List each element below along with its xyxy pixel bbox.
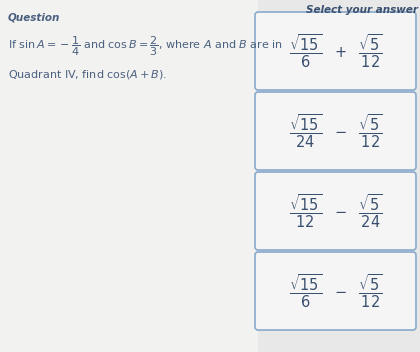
- FancyBboxPatch shape: [255, 92, 416, 170]
- FancyBboxPatch shape: [0, 0, 258, 352]
- Text: $\dfrac{\sqrt{15}}{12}\ \ -\ \ \dfrac{\sqrt{5}}{24}$: $\dfrac{\sqrt{15}}{12}\ \ -\ \ \dfrac{\s…: [289, 192, 382, 230]
- FancyBboxPatch shape: [255, 12, 416, 90]
- FancyBboxPatch shape: [255, 172, 416, 250]
- Text: Quadrant IV, find $\cos(A + B)$.: Quadrant IV, find $\cos(A + B)$.: [8, 68, 167, 81]
- FancyBboxPatch shape: [255, 252, 416, 330]
- Text: If $\sin A = -\dfrac{1}{4}$ and $\cos B = \dfrac{2}{3}$, where $A$ and $B$ are i: If $\sin A = -\dfrac{1}{4}$ and $\cos B …: [8, 35, 283, 58]
- Text: Select your answer: Select your answer: [306, 5, 418, 15]
- Text: $\dfrac{\sqrt{15}}{6}\ \ +\ \ \dfrac{\sqrt{5}}{12}$: $\dfrac{\sqrt{15}}{6}\ \ +\ \ \dfrac{\sq…: [289, 32, 382, 70]
- Text: Question: Question: [8, 12, 60, 22]
- Text: $\dfrac{\sqrt{15}}{24}\ \ -\ \ \dfrac{\sqrt{5}}{12}$: $\dfrac{\sqrt{15}}{24}\ \ -\ \ \dfrac{\s…: [289, 112, 382, 150]
- Text: $\dfrac{\sqrt{15}}{6}\ \ -\ \ \dfrac{\sqrt{5}}{12}$: $\dfrac{\sqrt{15}}{6}\ \ -\ \ \dfrac{\sq…: [289, 272, 382, 310]
